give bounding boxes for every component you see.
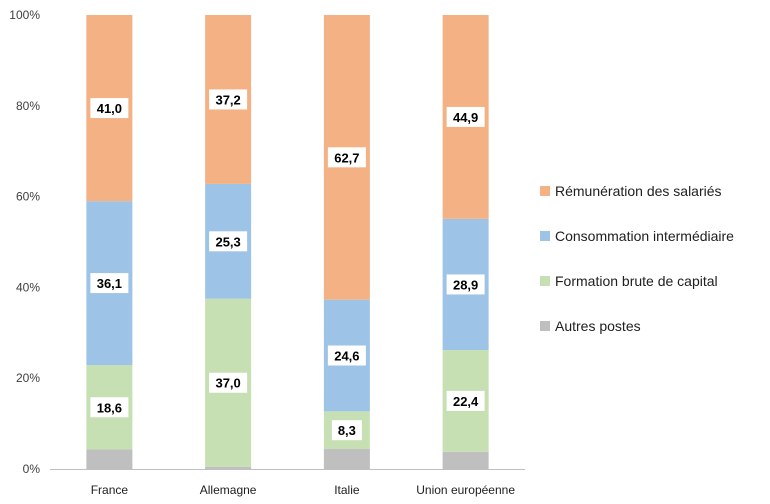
data-label-box	[446, 390, 485, 411]
x-category-label: Union européenne	[416, 483, 515, 497]
bars: 18,636,141,037,025,337,28,324,662,722,42…	[86, 15, 489, 469]
data-label-box	[209, 372, 248, 393]
y-tick-label: 100%	[9, 8, 40, 22]
legend-item: Rémunération des salariés	[540, 183, 722, 199]
x-category-label: France	[91, 483, 129, 497]
data-label: 8,3	[338, 423, 356, 438]
y-tick-label: 40%	[16, 280, 40, 294]
data-label-box	[327, 147, 366, 168]
y-tick-label: 0%	[23, 462, 41, 476]
data-label: 18,6	[97, 400, 122, 415]
data-label-box	[90, 397, 129, 418]
data-label-box	[209, 89, 248, 110]
legend-swatch	[540, 321, 550, 331]
data-label: 62,7	[334, 150, 359, 165]
legend-swatch	[540, 231, 550, 241]
data-label: 41,0	[97, 101, 122, 116]
data-label-box	[327, 345, 366, 366]
data-label: 44,9	[453, 110, 478, 125]
bar-stack: 18,6 36,1 41,0	[86, 15, 133, 469]
y-axis: 0% 20% 40% 60% 80% 100%	[9, 8, 40, 476]
data-label-box	[90, 273, 129, 294]
y-tick-label: 20%	[16, 371, 40, 385]
data-label: 25,3	[215, 234, 240, 249]
data-label: 36,1	[97, 276, 122, 291]
x-category-label: Italie	[334, 483, 360, 497]
bar-stack: 8,3 24,6 62,7	[323, 15, 370, 469]
data-label: 37,0	[215, 376, 240, 391]
bar-segment	[86, 449, 133, 469]
data-label-box	[90, 98, 129, 119]
data-label: 28,9	[453, 277, 478, 292]
legend-swatch	[540, 276, 550, 286]
data-label-box	[446, 106, 485, 127]
bar-stack: 22,4 28,9 44,9	[442, 15, 489, 469]
legend-label: Formation brute de capital	[555, 273, 718, 289]
y-tick-label: 60%	[16, 190, 40, 204]
data-label: 22,4	[453, 394, 479, 409]
bar-stack: 37,0 25,3 37,2	[205, 15, 252, 469]
legend-label: Autres postes	[555, 318, 641, 334]
data-label-box	[331, 420, 362, 441]
y-tick-label: 80%	[16, 99, 40, 113]
data-label-box	[209, 231, 248, 252]
legend-label: Consommation intermédiaire	[555, 228, 734, 244]
legend-label: Rémunération des salariés	[555, 183, 722, 199]
legend: Rémunération des salariés Consommation in…	[540, 183, 734, 334]
bar-segment	[205, 466, 252, 469]
bar-segment	[442, 451, 489, 469]
legend-item: Autres postes	[540, 318, 641, 334]
data-label-box	[446, 274, 485, 295]
legend-item: Formation brute de capital	[540, 273, 718, 289]
legend-item: Consommation intermédiaire	[540, 228, 734, 244]
x-axis: France Allemagne Italie Union européenne	[50, 469, 525, 497]
data-label: 24,6	[334, 349, 359, 364]
bar-segment	[323, 449, 370, 469]
legend-swatch	[540, 186, 550, 196]
data-label: 37,2	[215, 92, 240, 107]
x-category-label: Allemagne	[200, 483, 257, 497]
